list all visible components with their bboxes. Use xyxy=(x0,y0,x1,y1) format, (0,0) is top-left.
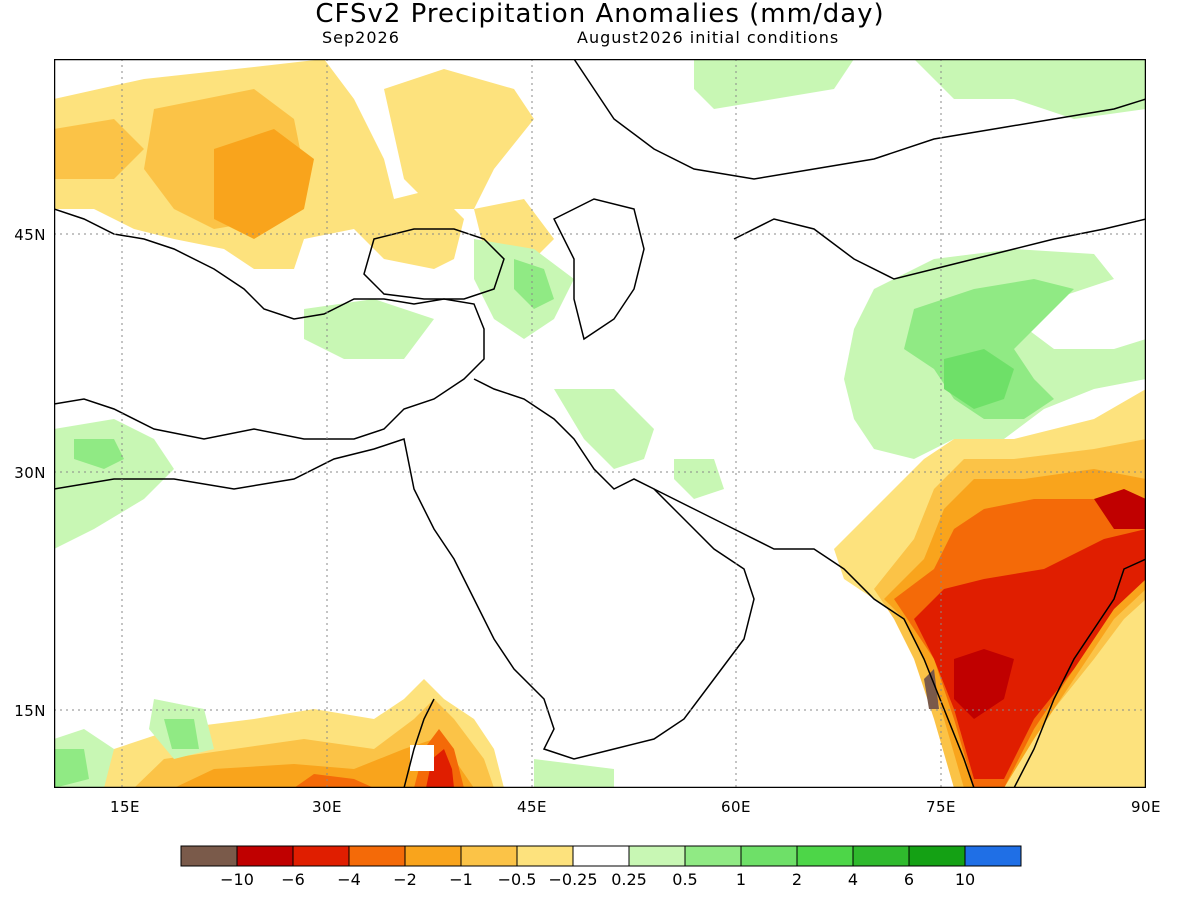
legend-tick-label: −0.25 xyxy=(548,870,598,889)
legend-swatch xyxy=(740,845,798,867)
lon-label-90e: 90E xyxy=(1130,798,1162,816)
legend-tick-label: 0.25 xyxy=(611,870,647,889)
legend-tick-label: −0.5 xyxy=(497,870,537,889)
legend-swatch xyxy=(684,845,742,867)
lon-label-60e: 60E xyxy=(720,798,752,816)
legend-bar xyxy=(180,845,1022,867)
legend-swatch xyxy=(628,845,686,867)
legend-tick-label: 0.5 xyxy=(672,870,698,889)
lon-label-15e: 15E xyxy=(109,798,141,816)
legend-swatch xyxy=(852,845,910,867)
lon-label-75e: 75E xyxy=(925,798,957,816)
legend-swatch xyxy=(236,845,294,867)
lat-label-15n: 15N xyxy=(14,702,46,720)
legend-swatch xyxy=(180,845,238,867)
lat-label-30n: 30N xyxy=(14,464,46,482)
legend-tick-label: −1 xyxy=(449,870,473,889)
lat-label-45n: 45N xyxy=(14,226,46,244)
legend-swatch xyxy=(516,845,574,867)
legend-swatch xyxy=(964,845,1022,867)
dry-region-india xyxy=(834,389,1146,788)
legend-swatch xyxy=(460,845,518,867)
initial-conditions: August2026 initial conditions xyxy=(577,28,840,47)
gridlines xyxy=(54,59,1146,788)
legend-labels: −10 −6 −4 −2 −1 −0.5 −0.25 0.25 0.5 1 2 4 6 10 xyxy=(0,870,1200,892)
color-legend xyxy=(180,845,1022,871)
map-title: CFSv2 Precipitation Anomalies (mm/day) xyxy=(315,0,885,29)
legend-tick-label: 1 xyxy=(735,870,747,889)
legend-tick-label: −2 xyxy=(393,870,417,889)
legend-swatch xyxy=(404,845,462,867)
forecast-month: Sep2026 xyxy=(322,28,400,47)
legend-tick-label: −10 xyxy=(220,870,254,889)
legend-swatch xyxy=(908,845,966,867)
legend-tick-label: 4 xyxy=(847,870,859,889)
legend-tick-label: 2 xyxy=(791,870,803,889)
dry-region-europe xyxy=(54,59,554,269)
lon-label-45e: 45E xyxy=(516,798,548,816)
anomaly-map xyxy=(54,59,1146,788)
legend-tick-label: 6 xyxy=(903,870,915,889)
map-frame xyxy=(54,59,1146,788)
legend-swatch xyxy=(796,845,854,867)
legend-tick-label: −4 xyxy=(337,870,361,889)
coastlines xyxy=(54,59,1146,788)
legend-swatch xyxy=(292,845,350,867)
dry-region-east-africa xyxy=(94,679,504,788)
lon-label-30e: 30E xyxy=(311,798,343,816)
legend-swatch xyxy=(572,845,630,867)
legend-tick-label: −6 xyxy=(281,870,305,889)
legend-tick-label: 10 xyxy=(954,870,976,889)
legend-swatch xyxy=(348,845,406,867)
map-canvas xyxy=(54,59,1146,788)
wet-regions xyxy=(54,59,1146,788)
